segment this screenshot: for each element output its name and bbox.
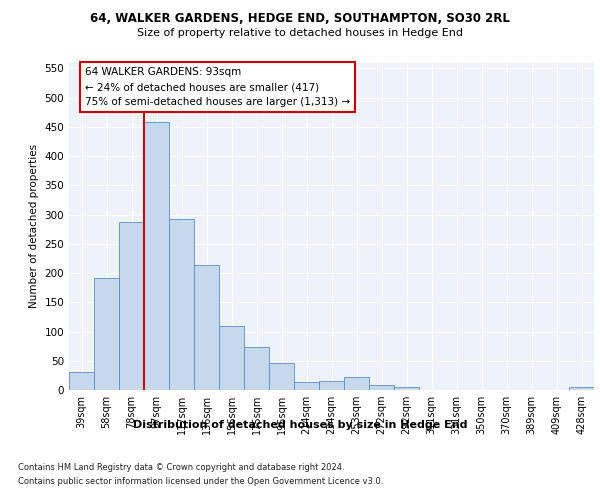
Text: Distribution of detached houses by size in Hedge End: Distribution of detached houses by size … [133, 420, 467, 430]
Y-axis label: Number of detached properties: Number of detached properties [29, 144, 39, 308]
Bar [394, 387, 419, 390]
Text: Contains HM Land Registry data © Crown copyright and database right 2024.: Contains HM Land Registry data © Crown c… [18, 462, 344, 471]
Bar [119, 222, 144, 390]
Bar [94, 278, 119, 390]
Bar [569, 387, 594, 390]
Bar [294, 382, 319, 390]
Bar [344, 377, 369, 390]
Bar [194, 266, 219, 390]
Text: 64 WALKER GARDENS: 93sqm
← 24% of detached houses are smaller (417)
75% of semi-: 64 WALKER GARDENS: 93sqm ← 24% of detach… [85, 68, 350, 107]
Bar [144, 122, 169, 390]
Bar [319, 381, 344, 390]
Text: Size of property relative to detached houses in Hedge End: Size of property relative to detached ho… [137, 28, 463, 38]
Bar [369, 386, 394, 390]
Bar [269, 362, 294, 390]
Bar [244, 346, 269, 390]
Text: Contains public sector information licensed under the Open Government Licence v3: Contains public sector information licen… [18, 478, 383, 486]
Bar [219, 326, 244, 390]
Text: 64, WALKER GARDENS, HEDGE END, SOUTHAMPTON, SO30 2RL: 64, WALKER GARDENS, HEDGE END, SOUTHAMPT… [90, 12, 510, 26]
Bar [169, 219, 194, 390]
Bar [69, 372, 94, 390]
